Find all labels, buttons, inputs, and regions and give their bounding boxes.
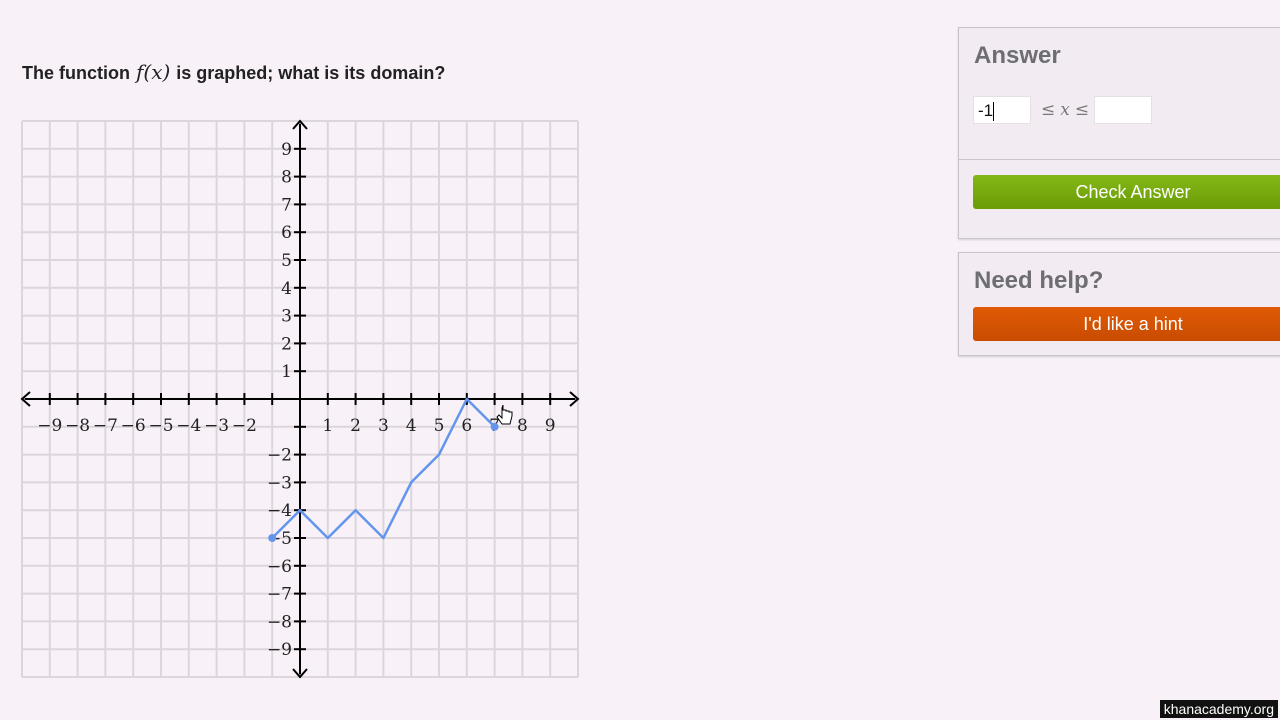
- y-tick-label: 5: [281, 251, 292, 271]
- check-answer-button[interactable]: Check Answer: [973, 175, 1280, 209]
- y-tick-label: 1: [281, 362, 292, 382]
- x-tick-label: 2: [350, 416, 361, 436]
- y-tick-label: 4: [281, 279, 292, 299]
- x-tick-label: −7: [93, 416, 118, 436]
- x-tick-label: −3: [204, 416, 229, 436]
- y-tick-label: 9: [281, 140, 292, 160]
- function-name: f(x): [135, 60, 171, 84]
- answer-title: Answer: [974, 42, 1061, 69]
- y-tick-label: −8: [267, 612, 292, 632]
- x-tick-label: −6: [121, 416, 146, 436]
- axis-arrow-icon: [20, 391, 31, 407]
- x-tick-label: 9: [545, 416, 556, 436]
- inequality: ≤ x ≤: [1041, 100, 1089, 120]
- function-graph: −9−8−7−6−5−4−3−2123456789−9−8−7−6−5−4−3−…: [20, 119, 580, 679]
- x-tick-label: −4: [176, 416, 201, 436]
- x-tick-label: −5: [148, 416, 173, 436]
- help-title: Need help?: [974, 267, 1104, 294]
- y-tick-label: 6: [281, 223, 292, 243]
- y-tick-label: −7: [267, 585, 292, 605]
- y-tick-label: −4: [267, 501, 292, 521]
- domain-upper-input[interactable]: [1094, 96, 1152, 124]
- divider: [959, 159, 1280, 160]
- y-tick-label: −9: [267, 640, 292, 660]
- y-tick-label: −5: [267, 529, 292, 549]
- leq-left: ≤: [1041, 100, 1056, 120]
- hand-cursor-icon: [496, 404, 513, 425]
- x-tick-label: −2: [232, 416, 257, 436]
- x-tick-label: −9: [37, 416, 62, 436]
- y-tick-label: −3: [267, 473, 292, 493]
- axis-arrow-icon: [292, 119, 308, 130]
- text-caret: [993, 102, 995, 122]
- question-suffix: is graphed; what is its domain?: [176, 63, 446, 83]
- endpoint-dot: [490, 422, 499, 431]
- x-tick-label: 3: [378, 416, 389, 436]
- x-tick-label: −8: [65, 416, 90, 436]
- y-tick-label: 3: [281, 307, 292, 327]
- hint-button[interactable]: I'd like a hint: [973, 307, 1280, 341]
- y-tick-label: 2: [281, 334, 292, 354]
- variable: x: [1060, 100, 1070, 120]
- y-tick-label: 7: [281, 195, 292, 215]
- x-tick-label: 1: [322, 416, 333, 436]
- x-tick-label: 8: [517, 416, 528, 436]
- endpoint-dot: [268, 534, 277, 542]
- lower-value: -1: [978, 101, 994, 120]
- answer-panel: Answer -1 ≤ x ≤ Check Answer: [958, 27, 1280, 239]
- domain-lower-input[interactable]: -1: [973, 96, 1031, 124]
- help-panel: Need help? I'd like a hint: [958, 252, 1280, 356]
- y-tick-label: 8: [281, 168, 292, 188]
- x-tick-label: 6: [461, 416, 472, 436]
- y-tick-label: −6: [267, 557, 292, 577]
- axis-arrow-icon: [569, 391, 580, 407]
- function-curve: [271, 397, 496, 540]
- y-tick-label: −2: [267, 446, 292, 466]
- axis-arrow-icon: [292, 668, 308, 679]
- x-tick-label: 5: [434, 416, 445, 436]
- x-tick-label: 4: [406, 416, 417, 436]
- question-prefix: The function: [22, 63, 130, 83]
- question-text: The function f(x) is graphed; what is its …: [22, 60, 445, 84]
- leq-right: ≤: [1074, 100, 1090, 120]
- watermark: khanacademy.org: [1159, 700, 1278, 718]
